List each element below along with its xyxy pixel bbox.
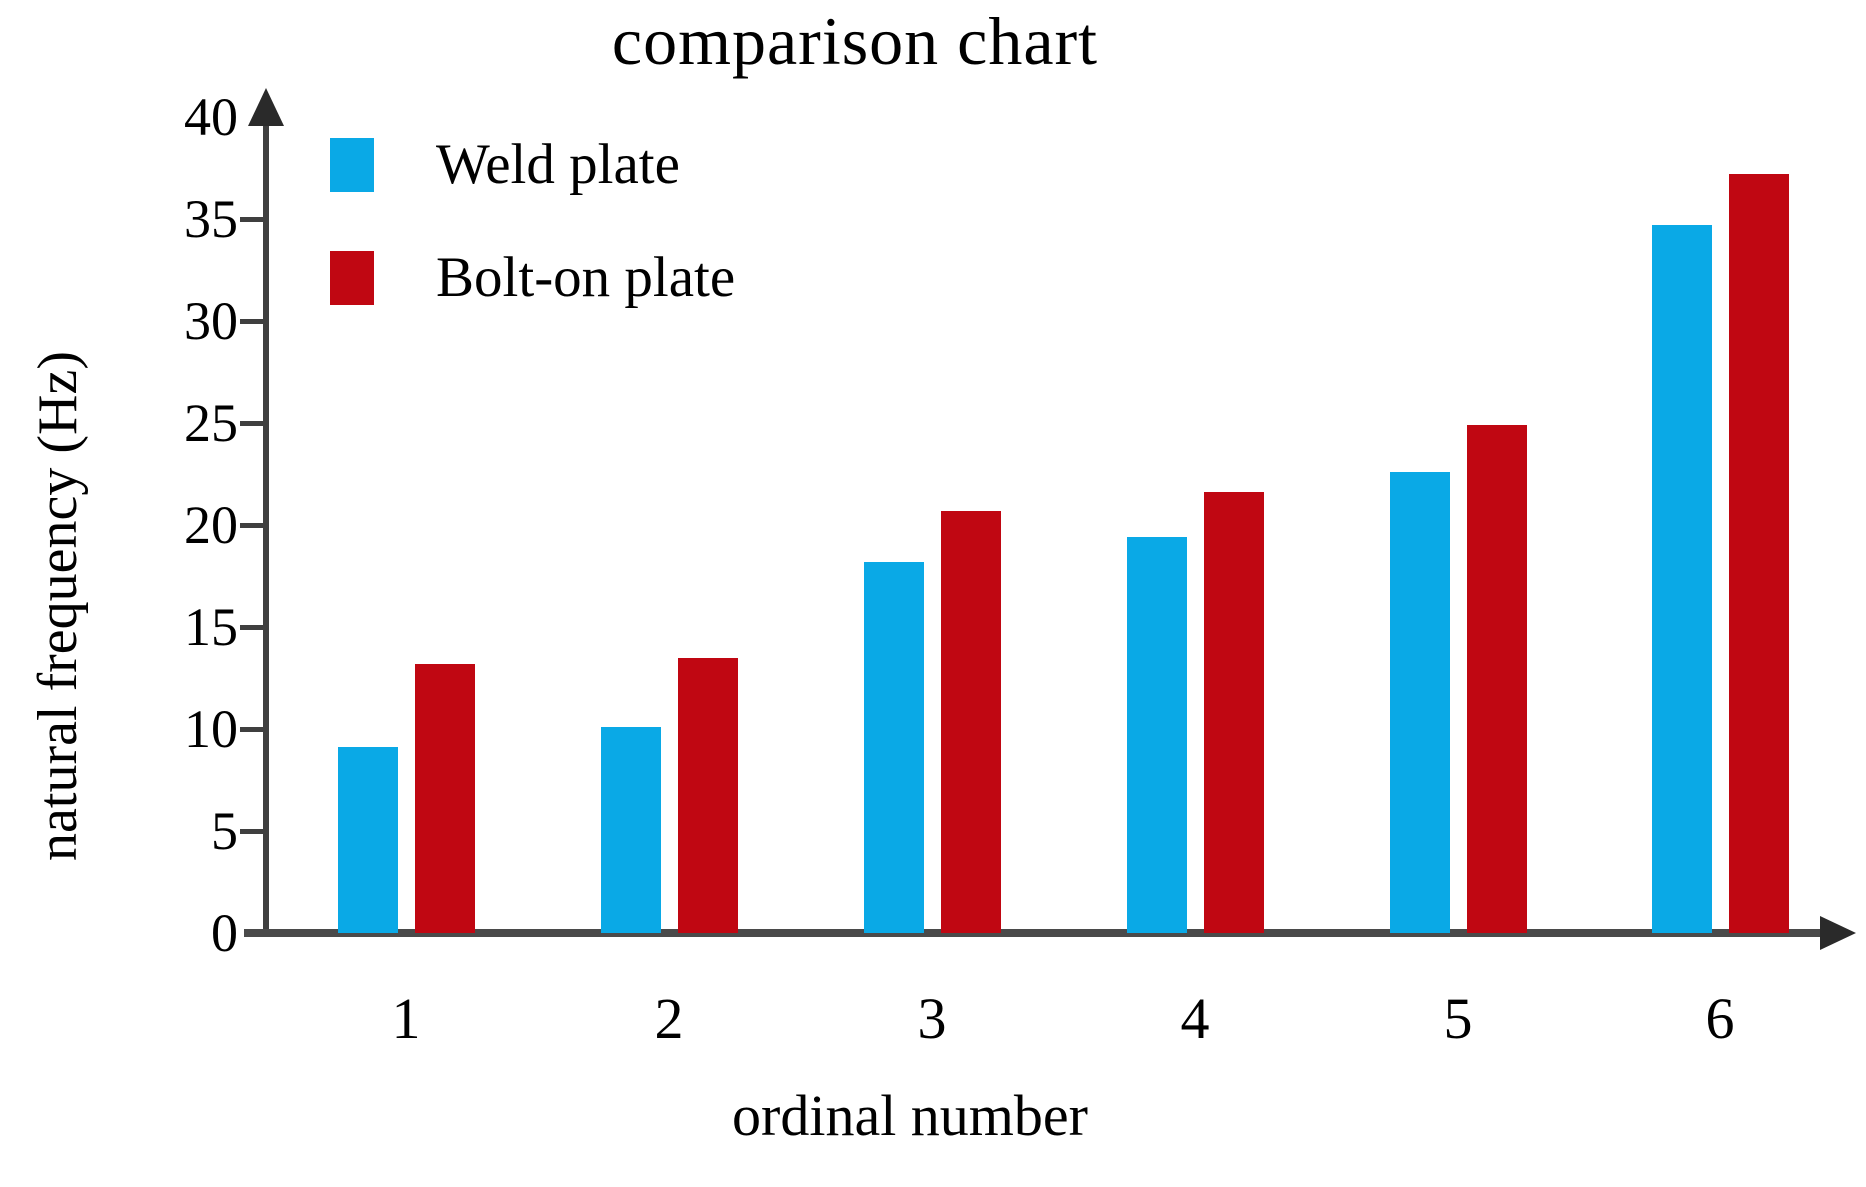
x-tick-label-3: 3 <box>917 986 947 1051</box>
y-tick-label-40: 40 <box>184 87 238 147</box>
bar-bolt-on-plate-category-1 <box>414 663 475 933</box>
legend-swatch-bolt-on-plate <box>330 250 374 305</box>
legend-label-bolt-on-plate: Bolt-on plate <box>436 246 736 309</box>
legend: Weld plate Bolt-on plate <box>330 136 735 306</box>
y-tick-30 <box>240 318 268 324</box>
legend-item-weld-plate: Weld plate <box>330 136 735 193</box>
x-tick-label-5: 5 <box>1443 986 1473 1051</box>
legend-swatch-weld-plate <box>330 137 374 192</box>
x-axis-arrow-icon <box>1820 916 1856 950</box>
legend-item-bolt-on-plate: Bolt-on plate <box>330 249 735 306</box>
x-tick-label-6: 6 <box>1705 986 1735 1051</box>
y-tick-35 <box>240 216 268 222</box>
y-tick-label-5: 5 <box>211 801 238 861</box>
y-tick-25 <box>240 420 268 426</box>
y-tick-label-30: 30 <box>184 291 238 351</box>
y-tick-20 <box>240 522 268 528</box>
y-tick-label-15: 15 <box>184 597 238 657</box>
bar-weld-plate-category-2 <box>600 726 661 933</box>
bar-weld-plate-category-1 <box>337 747 398 933</box>
y-axis-title: natural frequency (Hz) <box>27 351 89 861</box>
y-axis-line <box>263 106 269 933</box>
bar-bolt-on-plate-category-3 <box>940 510 1001 933</box>
y-tick-label-20: 20 <box>184 495 238 555</box>
bar-bolt-on-plate-category-2 <box>677 657 738 933</box>
bar-bolt-on-plate-category-5 <box>1466 425 1527 933</box>
x-axis-line <box>244 929 1824 937</box>
bar-bolt-on-plate-category-6 <box>1728 174 1789 933</box>
chart-title: comparison chart <box>611 3 1099 79</box>
x-tick-label-4: 4 <box>1180 986 1210 1051</box>
x-tick-label-1: 1 <box>391 986 421 1051</box>
y-tick-10 <box>240 726 268 732</box>
legend-label-weld-plate: Weld plate <box>436 133 680 196</box>
bar-weld-plate-category-3 <box>863 561 924 933</box>
bar-weld-plate-category-6 <box>1651 225 1712 933</box>
y-tick-5 <box>240 828 268 834</box>
y-tick-15 <box>240 624 268 630</box>
y-axis-arrow-icon <box>248 88 284 126</box>
bar-weld-plate-category-4 <box>1126 537 1187 933</box>
x-axis-title: ordinal number <box>732 1083 1088 1148</box>
y-tick-label-35: 35 <box>184 189 238 249</box>
y-tick-label-25: 25 <box>184 393 238 453</box>
bar-weld-plate-category-5 <box>1389 471 1450 933</box>
y-tick-label-10: 10 <box>184 699 238 759</box>
bar-bolt-on-plate-category-4 <box>1203 492 1264 933</box>
x-tick-label-2: 2 <box>654 986 684 1051</box>
y-tick-label-0: 0 <box>211 903 238 963</box>
